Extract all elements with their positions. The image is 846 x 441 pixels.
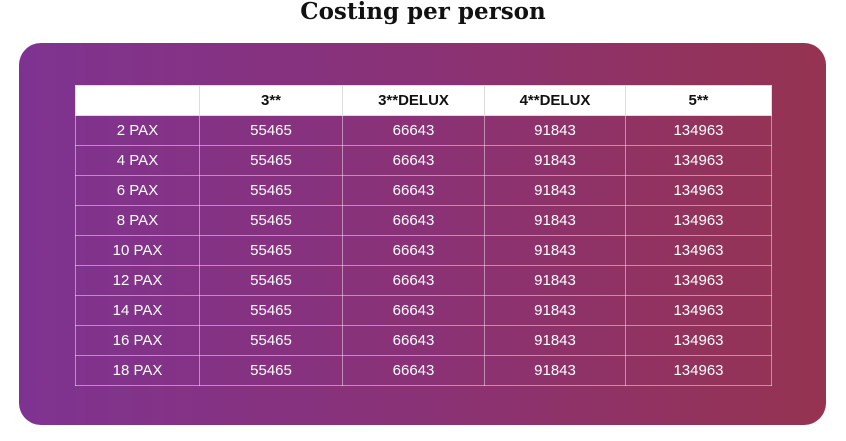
header-row: 3** 3**DELUX 4**DELUX 5**	[75, 85, 772, 116]
table-row: 18 PAX 55465 66643 91843 134963	[75, 355, 772, 386]
row-label: 2 PAX	[75, 115, 200, 146]
table-row: 14 PAX 55465 66643 91843 134963	[75, 295, 772, 326]
card: 3** 3**DELUX 4**DELUX 5** 2 PAX 55465 66643 91…	[19, 43, 826, 425]
row-label: 18 PAX	[75, 355, 200, 386]
price-cell: 55465	[199, 115, 343, 146]
price-cell: 134963	[625, 295, 772, 326]
table-row: 4 PAX 55465 66643 91843 134963	[75, 145, 772, 176]
price-cell: 91843	[484, 175, 626, 206]
price-cell: 91843	[484, 325, 626, 356]
price-table: 3** 3**DELUX 4**DELUX 5** 2 PAX 55465 66643 91…	[75, 85, 772, 386]
price-cell: 66643	[342, 355, 485, 386]
column-header: 3**	[199, 85, 343, 116]
price-cell: 66643	[342, 265, 485, 296]
row-label: 14 PAX	[75, 295, 200, 326]
price-cell: 91843	[484, 295, 626, 326]
price-cell: 91843	[484, 205, 626, 236]
table-row: 6 PAX 55465 66643 91843 134963	[75, 175, 772, 206]
price-cell: 66643	[342, 295, 485, 326]
price-cell: 134963	[625, 145, 772, 176]
price-cell: 134963	[625, 235, 772, 266]
price-cell: 66643	[342, 145, 485, 176]
price-cell: 91843	[484, 145, 626, 176]
row-label: 16 PAX	[75, 325, 200, 356]
column-header: 3**DELUX	[342, 85, 485, 116]
price-cell: 91843	[484, 115, 626, 146]
price-cell: 91843	[484, 265, 626, 296]
table-row: 2 PAX 55465 66643 91843 134963	[75, 115, 772, 146]
table-row: 16 PAX 55465 66643 91843 134963	[75, 325, 772, 356]
row-label: 10 PAX	[75, 235, 200, 266]
corner-cell	[75, 85, 200, 116]
price-cell: 66643	[342, 205, 485, 236]
price-cell: 91843	[484, 235, 626, 266]
price-cell: 134963	[625, 175, 772, 206]
row-label: 4 PAX	[75, 145, 200, 176]
price-cell: 134963	[625, 355, 772, 386]
price-cell: 66643	[342, 115, 485, 146]
price-cell: 55465	[199, 145, 343, 176]
table-row: 8 PAX 55465 66643 91843 134963	[75, 205, 772, 236]
price-cell: 134963	[625, 325, 772, 356]
price-cell: 55465	[199, 355, 343, 386]
page-title: Costing per person	[300, 0, 546, 25]
price-cell: 55465	[199, 325, 343, 356]
price-cell: 66643	[342, 325, 485, 356]
price-cell: 55465	[199, 205, 343, 236]
price-cell: 66643	[342, 235, 485, 266]
price-cell: 91843	[484, 355, 626, 386]
table-row: 12 PAX 55465 66643 91843 134963	[75, 265, 772, 296]
row-label: 12 PAX	[75, 265, 200, 296]
column-header: 5**	[625, 85, 772, 116]
row-label: 8 PAX	[75, 205, 200, 236]
table-body: 2 PAX 55465 66643 91843 134963 4 PAX 55465 6664…	[75, 115, 772, 386]
price-cell: 55465	[199, 295, 343, 326]
price-cell: 66643	[342, 175, 485, 206]
price-cell: 134963	[625, 205, 772, 236]
column-header: 4**DELUX	[484, 85, 626, 116]
price-cell: 134963	[625, 265, 772, 296]
table-row: 10 PAX 55465 66643 91843 134963	[75, 235, 772, 266]
price-cell: 134963	[625, 115, 772, 146]
row-label: 6 PAX	[75, 175, 200, 206]
price-cell: 55465	[199, 265, 343, 296]
price-cell: 55465	[199, 235, 343, 266]
price-cell: 55465	[199, 175, 343, 206]
